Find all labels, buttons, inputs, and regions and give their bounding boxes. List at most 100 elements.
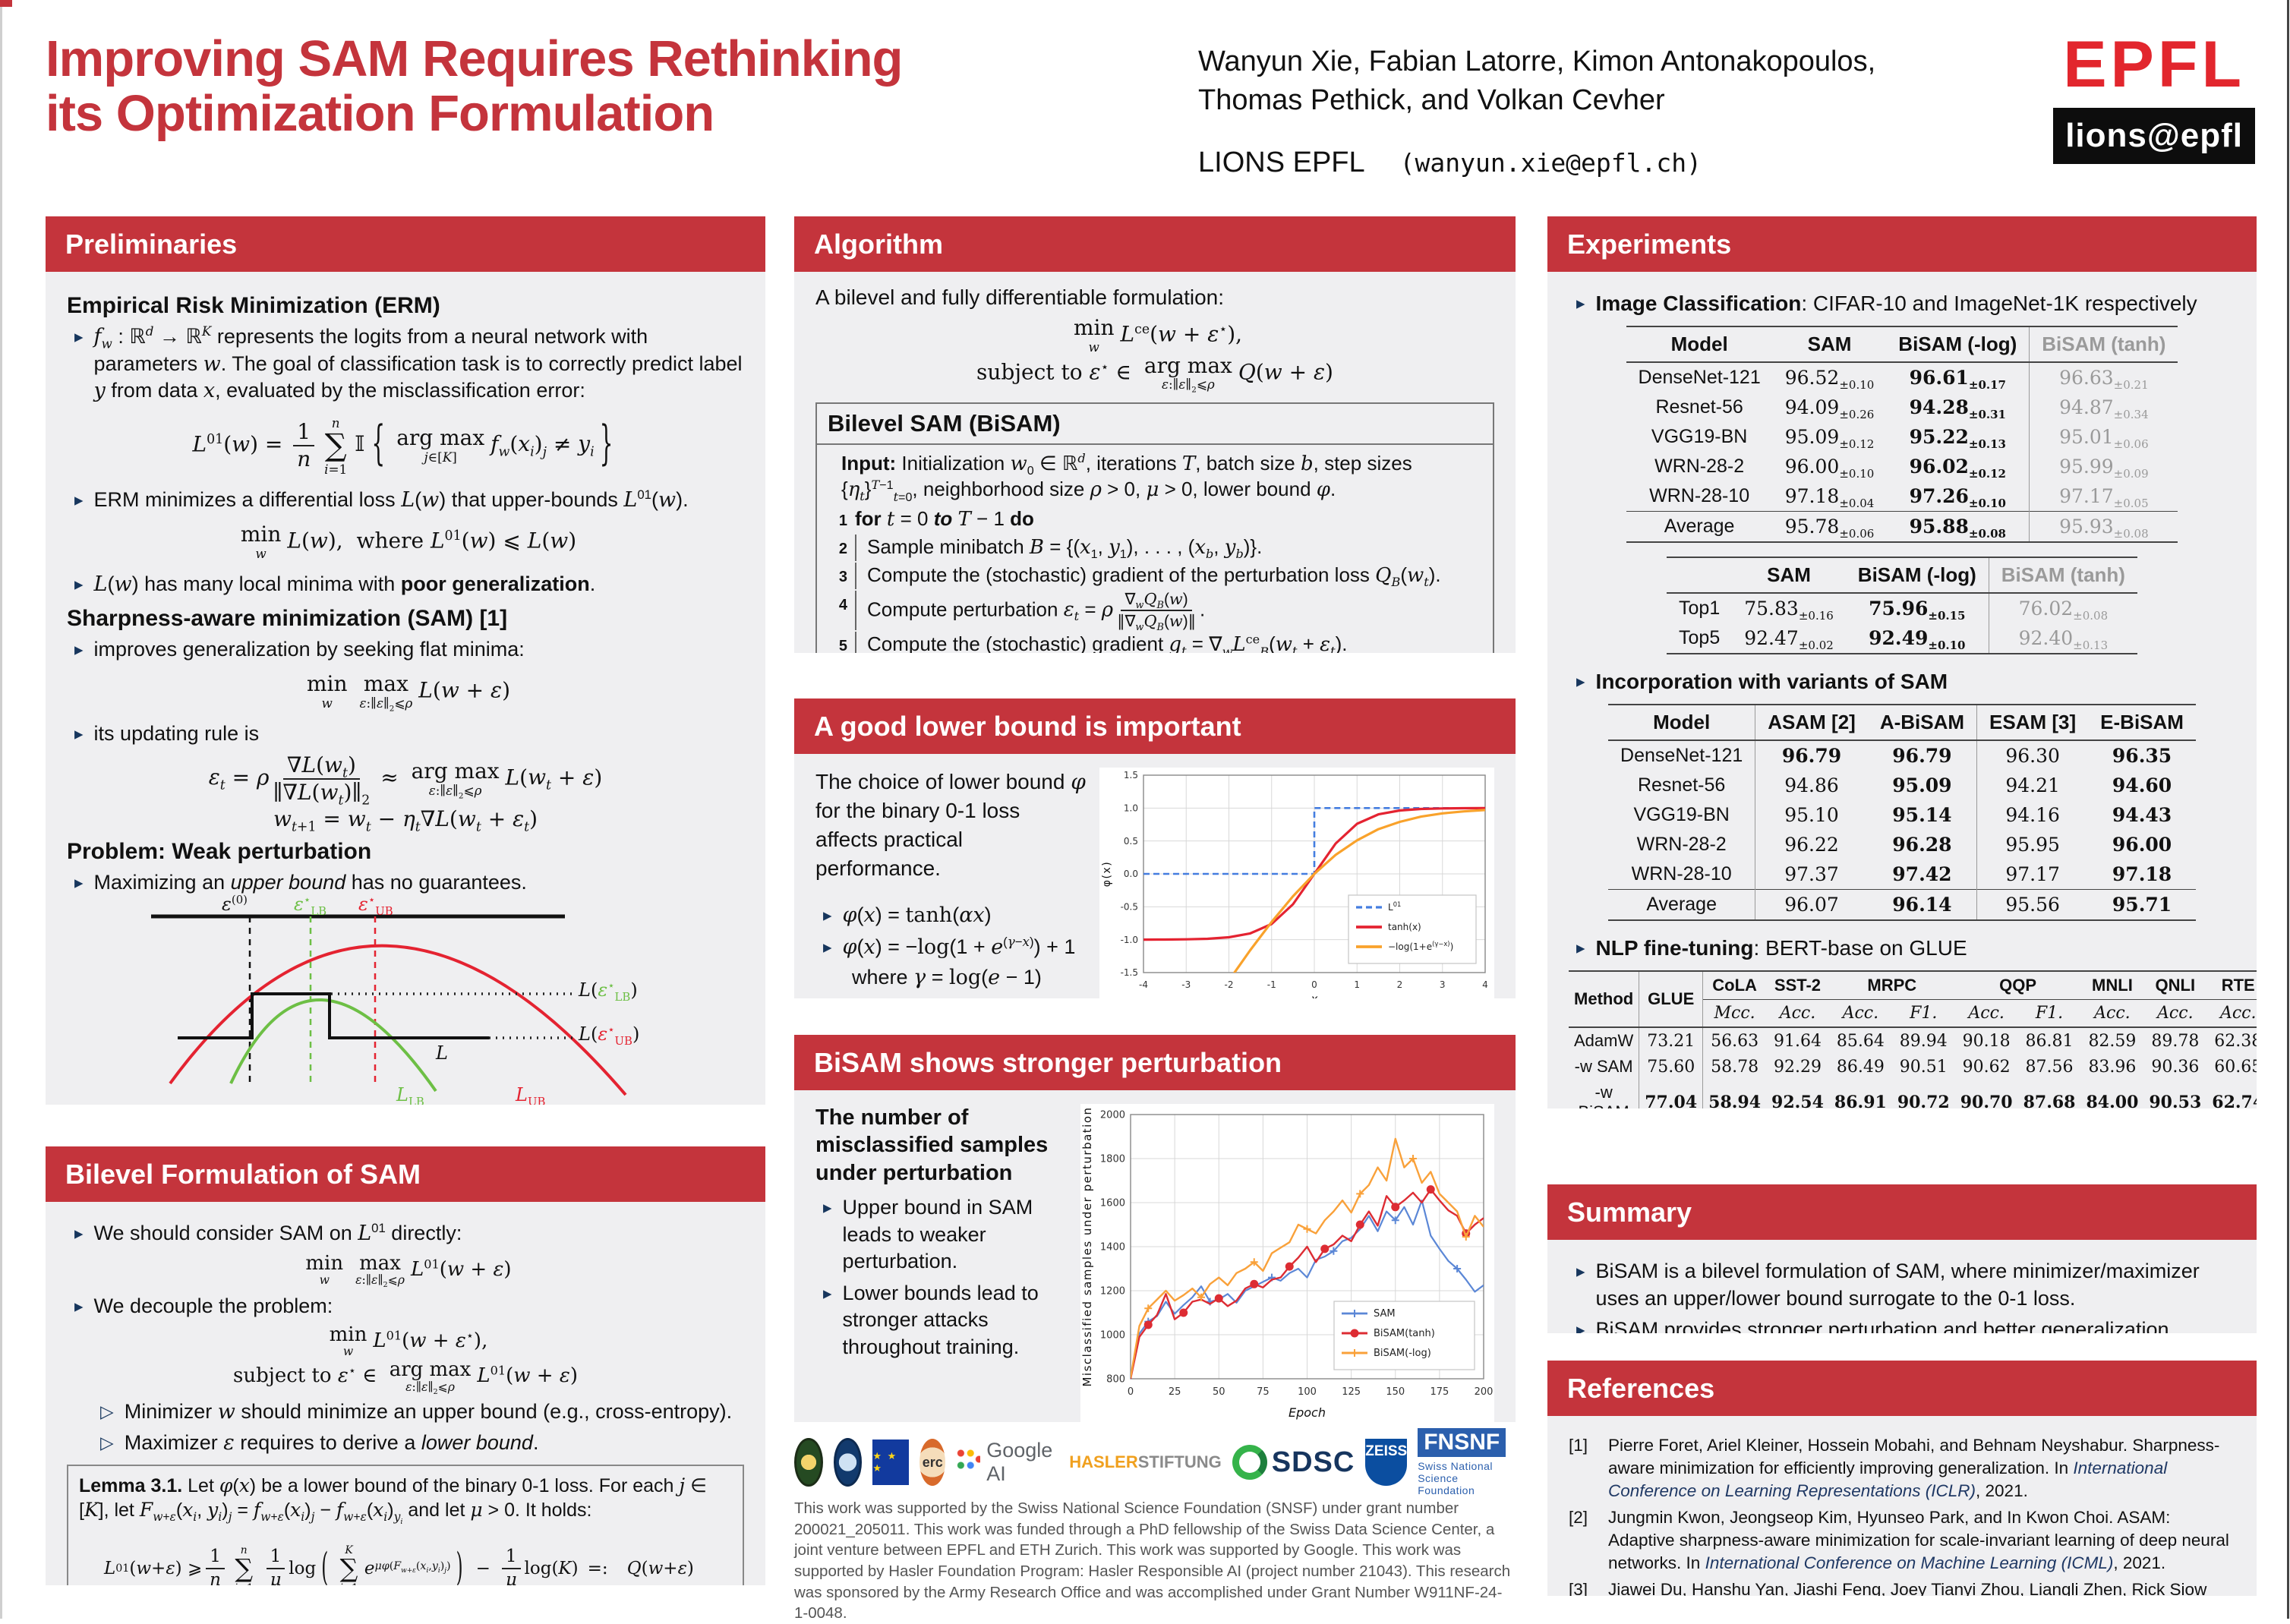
list-item: ▸ Incorporation with variants of SAM <box>1569 668 2235 696</box>
panel-preliminaries-title: Preliminaries <box>46 216 765 273</box>
svg-text:200: 200 <box>1475 1386 1494 1398</box>
svg-text:75: 75 <box>1257 1386 1270 1398</box>
cifar-results-table: Model SAM BiSAM (-log) BiSAM (tanh) DenseNet… <box>1569 326 2235 544</box>
svg-text:x: x <box>1311 992 1318 998</box>
svg-text:−log(1+e(γ−x)): −log(1+e(γ−x)) <box>1388 940 1453 952</box>
equation-decouple-2: subject to ε⋆ ∈ arg max ε:∥ε∥2⩽ρ L01(w + ε… <box>233 1358 578 1396</box>
svg-text:1200: 1200 <box>1100 1286 1125 1298</box>
bullet-icon: ▸ <box>1576 671 1585 692</box>
svg-text:4: 4 <box>1482 979 1488 990</box>
bullet-icon: ▸ <box>823 905 832 926</box>
list-item: ▷ Maximizer ε requires to derive a lower … <box>67 1430 744 1457</box>
svg-text:2: 2 <box>1397 979 1403 990</box>
equation-update: wt+1 = wt − ηt∇L(wt + εt) <box>273 806 538 835</box>
panel-references-title: References <box>1547 1361 2257 1417</box>
svg-text:Misclassified samples under pe: Misclassified samples under perturbation <box>1080 1107 1094 1387</box>
snsf-logo: FNSNF Swiss National Science Foundation <box>1418 1428 1516 1496</box>
bullet-icon: ▸ <box>74 639 84 659</box>
svg-text:-4: -4 <box>1139 979 1148 990</box>
reference-number: [3] <box>1569 1580 1588 1596</box>
list-item: ▸ Lower bounds lead to stronger attacks t… <box>815 1280 1067 1361</box>
equation-l01: L01(w) = 1 n n ∑ i=1 𝕀{arg max j∈[K] fw(xi)j ≠ … <box>192 415 614 477</box>
reference-number: [1] <box>1569 1436 1588 1455</box>
lower-bound-chart: -4 -3 -2 -1 0 1 2 3 4 -1.5 -1.0 -0.5 0.0 0.5 1.0 1.5 x φ(… <box>1099 768 1494 998</box>
svg-text:-0.5: -0.5 <box>1121 902 1138 913</box>
svg-text:2000: 2000 <box>1100 1110 1125 1121</box>
army-research-office-seal-icon <box>794 1438 823 1487</box>
reference-venue: International Conference on Machine Lear… <box>1705 1553 2114 1572</box>
list-item: ▸ ERM minimizes a differential loss L(w) … <box>67 487 744 514</box>
list-item: ▷ Minimizer w should minimize an upper bo… <box>67 1399 744 1426</box>
bullet-icon: ▸ <box>74 723 84 743</box>
data-table: SAM BiSAM (-log) BiSAM (tanh) Top1 75.83±0.1… <box>1667 557 2137 655</box>
svg-text:0.0: 0.0 <box>1124 869 1138 879</box>
svg-text:1600: 1600 <box>1100 1198 1125 1209</box>
affiliation: LIONS EPFL <box>1198 146 1365 178</box>
bullet-icon: ▸ <box>1576 1261 1585 1282</box>
list-item: ▸ L(w) has many local minima with poor ge… <box>67 571 744 598</box>
algorithm-intro: A bilevel and fully differentiable formu… <box>815 285 1225 310</box>
reference-item: [3] Jiawei Du, Hanshu Yan, Jiashi Feng, … <box>1569 1578 2235 1596</box>
svg-text:tanh(x): tanh(x) <box>1388 922 1421 932</box>
reference-item: [2] Jungmin Kwon, Jeongseop Kim, Hyunseo… <box>1569 1506 2235 1574</box>
window-left-border <box>0 0 2 1619</box>
fig-label-LLB: LLB <box>396 1083 424 1105</box>
authors-block: Wanyun Xie, Fabian Latorre, Kimon Antona… <box>1198 32 2018 182</box>
hasler-stiftung-logo: HASLERSTIFTUNG <box>1069 1452 1222 1471</box>
svg-text:175: 175 <box>1430 1386 1449 1398</box>
svg-text:1400: 1400 <box>1100 1242 1125 1253</box>
equation-lemma: L01(w + ε) ⩾ 1nn∑i=1 1μlog(K∑j=1eμφ(Fw+ε… <box>79 1529 732 1585</box>
equation-sam: min w max ε:∥ε∥2⩽ρ L(w + ε) <box>306 671 511 714</box>
google-ai-icon <box>956 1447 981 1477</box>
svg-text:BiSAM(tanh): BiSAM(tanh) <box>1374 1328 1435 1339</box>
misclassified-chart: 0 25 50 75 100 125 150 175 200 800 1000 1200 1400 160… <box>1080 1104 1494 1422</box>
svg-text:0: 0 <box>1128 1386 1134 1398</box>
svg-text:25: 25 <box>1169 1386 1181 1398</box>
list-item: ▸ Upper bound in SAM leads to weaker pert… <box>815 1194 1067 1276</box>
svg-text:1.0: 1.0 <box>1124 803 1138 814</box>
imagenet-results-table: SAM BiSAM (-log) BiSAM (tanh) Top1 75.83±0.1… <box>1569 557 2235 655</box>
corner-accent <box>0 0 12 7</box>
epfl-logo: EPFL <box>2063 28 2245 101</box>
sdsc-icon <box>1232 1445 1267 1480</box>
algorithm-line: 4 Compute perturbation εt = ρ ∇wQB(w) ∥∇wQB… <box>838 589 1206 634</box>
authors-line-2: Thomas Pethick, and Volkan Cevher <box>1198 84 1665 117</box>
bullet-icon: ▸ <box>74 574 84 594</box>
triangle-icon: ▷ <box>100 1433 114 1453</box>
gamma-definition: where γ = log(e − 1) <box>852 965 1042 989</box>
svg-text:φ(x): φ(x) <box>1101 861 1113 887</box>
title-line-2: its Optimization Formulation <box>46 84 714 142</box>
email-link[interactable]: (wanyun.xie@epfl.ch) <box>1399 147 1702 178</box>
list-item: ▸ Maximizing an upper bound has no guaran… <box>67 869 744 897</box>
svg-text:BiSAM(-log): BiSAM(-log) <box>1374 1348 1431 1359</box>
lemma-box: Lemma 3.1. Let φ(x) be a lower bound of … <box>67 1464 744 1585</box>
algorithm-line: 3 Compute the (stochastic) gradient of th… <box>838 562 1441 589</box>
eu-flag-icon: ★ ★ ★ <box>872 1440 910 1485</box>
authors-line-1: Wanyun Xie, Fabian Latorre, Kimon Antona… <box>1198 46 1876 77</box>
equation-bisam-1: min w Lce(w + ε⋆), <box>1073 315 1243 355</box>
svg-text:50: 50 <box>1213 1386 1225 1398</box>
panel-good-lower-bound-title: A good lower bound is important <box>794 698 1516 755</box>
erc-icon: erc <box>919 1439 946 1486</box>
google-ai-logo: Google AI <box>956 1439 1058 1486</box>
lemma-label: Lemma 3.1. <box>79 1474 183 1496</box>
reference-number: [2] <box>1569 1508 1588 1528</box>
panel-algorithm-title: Algorithm <box>794 216 1516 273</box>
panel-experiments: Experiments ▸ Image Classification: CIFAR… <box>1547 216 2257 1108</box>
svg-text:1000: 1000 <box>1100 1330 1125 1342</box>
panel-references: References [1] Pierre Foret, Ariel Klein… <box>1547 1361 2257 1596</box>
reference-venue: International Conference on Learning Rep… <box>1608 1458 2168 1500</box>
svg-text:-1: -1 <box>1267 979 1276 990</box>
algorithm-line: 1 for t = 0 to T − 1 do <box>838 507 1034 531</box>
title-line-1: Improving SAM Requires Rethinking <box>46 30 903 87</box>
erm-heading: Empirical Risk Minimization (ERM) <box>67 293 440 319</box>
panel-stronger-perturbation-title: BiSAM shows stronger perturbation <box>794 1035 1516 1091</box>
svg-text:1: 1 <box>1354 979 1360 990</box>
poster-title: Improving SAM Requires Rethinking its Op… <box>46 32 1184 140</box>
bullet-icon: ▸ <box>74 872 84 893</box>
funder-logos: ★ ★ ★ erc Google AI HASLERSTIFTUNG SDSC … <box>794 1428 1516 1496</box>
bisam-algorithm-box: Bilevel SAM (BiSAM) Input: Initializatio… <box>815 402 1494 653</box>
list-item: ▸ improves generalization by seeking flat… <box>67 636 744 664</box>
poster-header: Improving SAM Requires Rethinking its Op… <box>46 32 2255 182</box>
list-item: ▸ We should consider SAM on L01 directly: <box>67 1220 744 1247</box>
